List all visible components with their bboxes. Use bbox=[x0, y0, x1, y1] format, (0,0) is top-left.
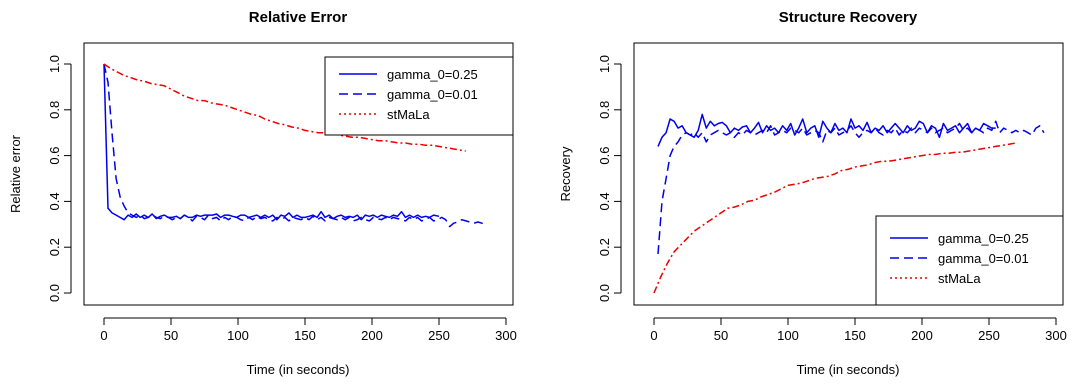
y-tick-label: 1.0 bbox=[47, 55, 62, 73]
legend-label-3: stMaLa bbox=[938, 271, 981, 286]
x-axis-label: Time (in seconds) bbox=[247, 362, 350, 377]
x-tick-label: 250 bbox=[978, 328, 1000, 343]
legend-box bbox=[875, 215, 1064, 306]
legend-label-1: gamma_0=0.25 bbox=[938, 231, 1029, 246]
legend: gamma_0=0.25 gamma_0=0.01 stMaLa bbox=[875, 215, 1064, 306]
x-tick-label: 250 bbox=[428, 328, 450, 343]
x-tick-label: 50 bbox=[714, 328, 728, 343]
x-tick-label: 300 bbox=[495, 328, 517, 343]
y-tick-label: 0.0 bbox=[47, 284, 62, 302]
x-tick-label: 150 bbox=[844, 328, 866, 343]
chart-panel-2: Structure Recovery Time (in seconds) Recov… bbox=[558, 9, 1067, 377]
x-tick-label: 100 bbox=[777, 328, 799, 343]
series-line-1 bbox=[103, 63, 440, 221]
chart-title: Structure Recovery bbox=[779, 9, 918, 26]
legend-label-2: gamma_0=0.01 bbox=[387, 87, 478, 102]
y-axis-label: Recovery bbox=[558, 146, 573, 201]
chart-panel-1: Relative Error Time (in seconds) Relative … bbox=[8, 9, 517, 377]
legend-label-1: gamma_0=0.25 bbox=[387, 67, 478, 82]
chart-title: Relative Error bbox=[249, 9, 348, 26]
x-tick-label: 0 bbox=[650, 328, 657, 343]
series-line-1 bbox=[657, 113, 996, 147]
series-line-3 bbox=[653, 142, 1016, 294]
y-tick-label: 0.2 bbox=[597, 238, 612, 256]
y-tick-label: 0.2 bbox=[47, 238, 62, 256]
series-line-2 bbox=[103, 63, 487, 228]
legend: gamma_0=0.25 gamma_0=0.01 stMaLa bbox=[324, 56, 514, 136]
y-tick-label: 0.0 bbox=[597, 284, 612, 302]
plot-frame bbox=[83, 42, 514, 306]
x-axis-label: Time (in seconds) bbox=[797, 362, 900, 377]
x-tick-label: 150 bbox=[294, 328, 316, 343]
y-tick-label: 0.4 bbox=[597, 192, 612, 210]
x-tick-label: 300 bbox=[1045, 328, 1067, 343]
legend-label-2: gamma_0=0.01 bbox=[938, 251, 1029, 266]
legend-label-3: stMaLa bbox=[387, 107, 430, 122]
plot-frame bbox=[633, 42, 1064, 306]
y-tick-label: 1.0 bbox=[597, 55, 612, 73]
x-tick-label: 0 bbox=[100, 328, 107, 343]
y-tick-label: 0.8 bbox=[597, 101, 612, 119]
y-tick-label: 0.4 bbox=[47, 192, 62, 210]
series-line-3 bbox=[103, 63, 466, 152]
series-line-2 bbox=[657, 120, 1045, 255]
x-tick-label: 200 bbox=[361, 328, 383, 343]
y-tick-label: 0.6 bbox=[597, 147, 612, 165]
y-tick-label: 0.6 bbox=[47, 147, 62, 165]
x-tick-label: 100 bbox=[227, 328, 249, 343]
y-tick-label: 0.8 bbox=[47, 101, 62, 119]
x-tick-label: 200 bbox=[911, 328, 933, 343]
y-axis-label: Relative error bbox=[8, 134, 23, 213]
x-tick-label: 50 bbox=[164, 328, 178, 343]
legend-box bbox=[324, 56, 514, 136]
